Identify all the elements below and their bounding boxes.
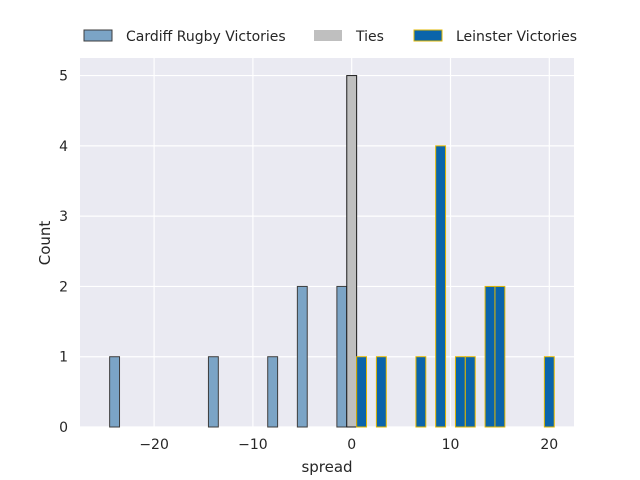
x-tick-label: 10: [442, 437, 460, 453]
y-tick-label: 0: [59, 420, 68, 436]
y-axis-label: Count: [36, 221, 54, 266]
bar-cardiff-rugby-victories: [267, 356, 279, 428]
tick-labels: −20 −10 0 10 20 0 1 2 3 4 5: [59, 69, 558, 453]
bar-cardiff-rugby-victories: [109, 356, 121, 428]
legend-swatch: [413, 29, 443, 42]
y-tick-label: 4: [59, 139, 68, 155]
bar-leinster-victories: [494, 285, 506, 428]
y-tick-label: 1: [59, 350, 68, 366]
legend-item-ties: Ties: [314, 29, 384, 45]
bar-leinster-victories: [484, 285, 496, 428]
bar-leinster-victories: [356, 356, 368, 428]
y-tick-label: 3: [59, 209, 68, 225]
legend-item-cardiff-rugby-victories: Cardiff Rugby Victories: [83, 29, 286, 45]
y-tick-label: 5: [59, 69, 68, 85]
bar-leinster-victories: [543, 356, 555, 428]
bar-ties: [346, 75, 358, 428]
bar-leinster-victories: [415, 356, 427, 428]
legend: Cardiff Rugby Victories Ties Leinster Vict…: [83, 29, 577, 45]
bar-cardiff-rugby-victories: [336, 285, 348, 428]
legend-swatch: [83, 29, 113, 42]
x-tick-label: 20: [540, 437, 558, 453]
bars: [109, 75, 555, 428]
bar-leinster-victories: [435, 145, 447, 428]
legend-item-leinster-victories: Leinster Victories: [413, 29, 577, 45]
bar-cardiff-rugby-victories: [207, 356, 219, 428]
x-axis-label: spread: [301, 458, 352, 476]
legend-swatch: [314, 30, 342, 41]
bar-leinster-victories: [464, 356, 476, 428]
bar-cardiff-rugby-victories: [296, 285, 308, 428]
bar-leinster-victories: [375, 356, 387, 428]
x-tick-label: 0: [347, 437, 356, 453]
x-tick-label: −10: [238, 437, 268, 453]
y-tick-label: 2: [59, 279, 68, 295]
legend-label: Cardiff Rugby Victories: [126, 29, 286, 45]
legend-label: Leinster Victories: [456, 29, 577, 45]
legend-label: Ties: [355, 29, 384, 45]
x-tick-label: −20: [139, 437, 169, 453]
bar-leinster-victories: [454, 356, 466, 428]
